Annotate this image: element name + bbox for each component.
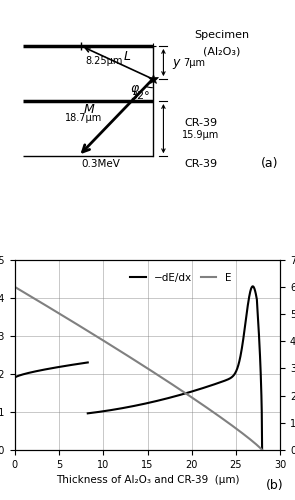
- Text: 32°: 32°: [130, 92, 149, 102]
- Text: (a): (a): [261, 158, 278, 170]
- X-axis label: Thickness of Al₂O₃ and CR-39  (μm): Thickness of Al₂O₃ and CR-39 (μm): [56, 476, 239, 486]
- Text: y: y: [173, 56, 180, 69]
- Text: 8.25μm: 8.25μm: [85, 56, 122, 66]
- Text: M: M: [84, 102, 94, 116]
- Text: CR-39: CR-39: [184, 118, 217, 128]
- Text: (b): (b): [266, 478, 283, 492]
- Text: 7μm: 7μm: [183, 58, 205, 68]
- Text: 18.7μm: 18.7μm: [65, 112, 102, 122]
- Legend: −dE/dx, E: −dE/dx, E: [126, 268, 235, 287]
- Text: Specimen: Specimen: [194, 30, 249, 40]
- Text: φ: φ: [130, 82, 138, 95]
- Text: (Al₂O₃): (Al₂O₃): [203, 47, 240, 57]
- Text: 15.9μm: 15.9μm: [182, 130, 219, 140]
- Text: L: L: [124, 50, 131, 63]
- Text: CR-39: CR-39: [184, 159, 217, 169]
- Text: 0.3MeV: 0.3MeV: [81, 159, 120, 169]
